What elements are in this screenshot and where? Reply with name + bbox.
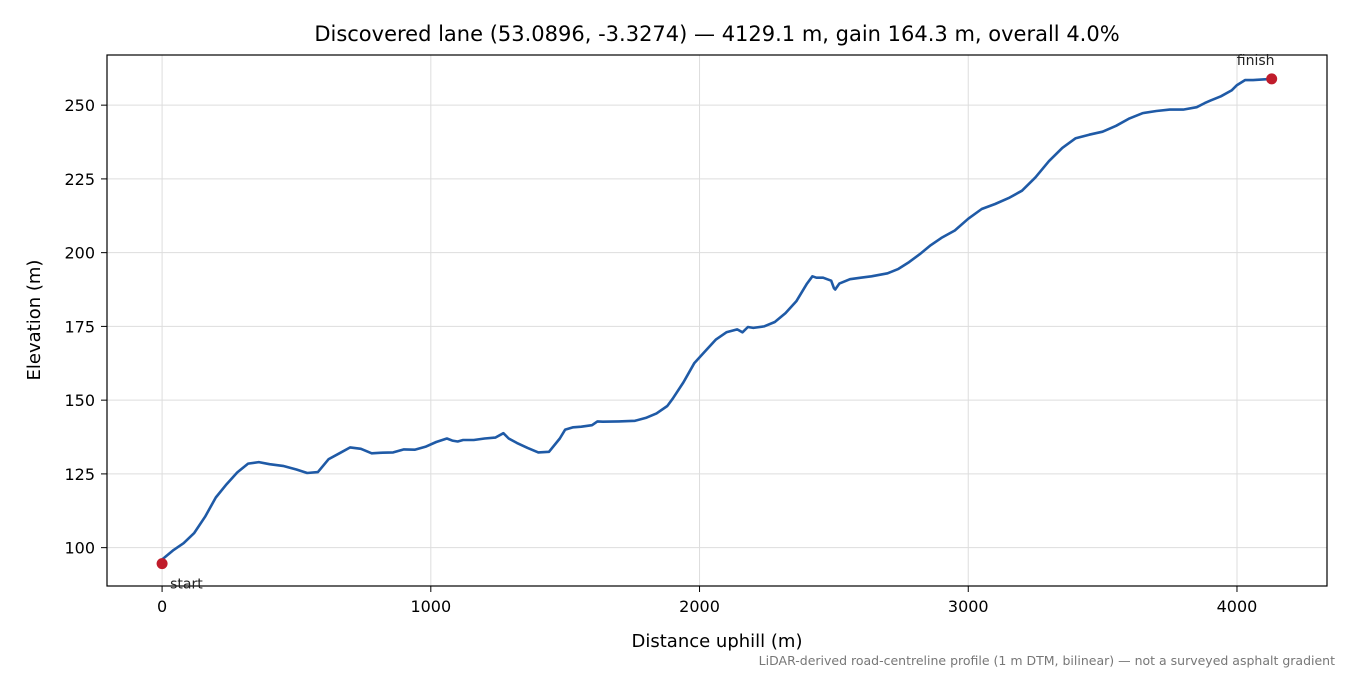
axis-ticks: 0 1000 2000 3000 4000 100 125 150 175 200 225 250 (64, 96, 1257, 616)
series-layer (160, 77, 1273, 561)
y-tick-label: 200 (64, 244, 95, 263)
endpoint-markers: start finish (156, 53, 1278, 593)
y-tick-label: 150 (64, 391, 95, 410)
y-tick-label: 175 (64, 317, 95, 336)
x-tick-label: 0 (157, 597, 167, 616)
plot-area-frame (106, 54, 1328, 587)
x-tick-label: 2000 (679, 597, 720, 616)
footnote: LiDAR-derived road-centreline profile (1… (759, 653, 1335, 668)
finish-marker (1266, 73, 1278, 85)
x-tick-label: 3000 (948, 597, 989, 616)
elevation-line (160, 77, 1273, 561)
start-label: start (170, 577, 203, 593)
finish-label: finish (1237, 53, 1275, 69)
x-tick-label: 1000 (410, 597, 451, 616)
start-marker (156, 558, 168, 570)
y-tick-label: 225 (64, 170, 95, 189)
x-axis-label: Distance uphill (m) (632, 631, 803, 652)
y-tick-label: 250 (64, 96, 95, 115)
x-tick-label: 4000 (1217, 597, 1258, 616)
chart-title: Discovered lane (53.0896, -3.3274) — 412… (314, 22, 1119, 46)
y-tick-label: 100 (64, 539, 95, 558)
y-axis-label: Elevation (m) (24, 260, 45, 381)
y-tick-label: 125 (64, 465, 95, 484)
